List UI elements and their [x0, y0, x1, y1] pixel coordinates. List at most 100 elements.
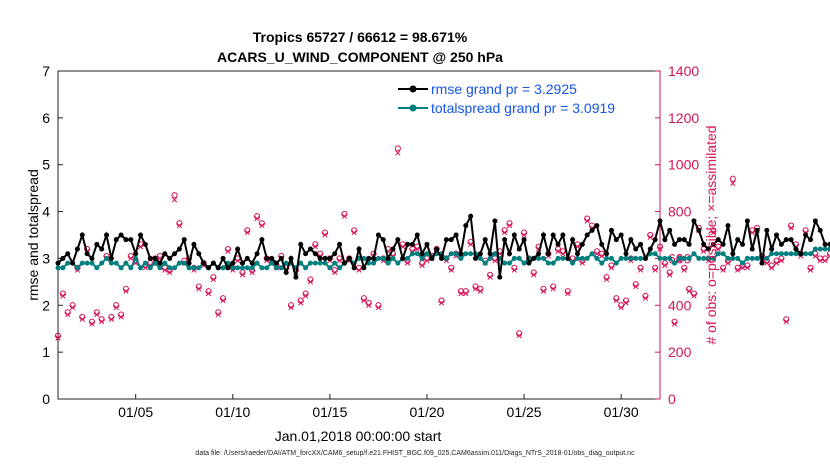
rmse-point [133, 251, 139, 257]
rmse-point [812, 218, 818, 224]
spread-point [424, 251, 430, 257]
spread-point [419, 255, 425, 261]
spread-point [749, 255, 755, 261]
rmse-point [778, 241, 784, 247]
spread-point [764, 255, 770, 261]
rmse-point [710, 241, 716, 247]
rmse-point [89, 255, 95, 261]
spread-point [550, 260, 556, 266]
rmse-point [798, 251, 804, 257]
obs-assimilated-point [244, 230, 250, 236]
spread-point [599, 260, 605, 266]
rmse-point [264, 255, 270, 261]
obs-possible-point [171, 192, 178, 199]
spread-point [448, 251, 454, 257]
right-axis-label: # of obs: o=possible; ×=assimilated [703, 125, 719, 344]
rmse-point [759, 260, 765, 266]
spread-point [147, 265, 153, 271]
right-axis-tick-label: 200 [668, 344, 692, 360]
obs-assimilated-point [671, 321, 678, 327]
obs-assimilated-point [511, 267, 518, 273]
spread-point [754, 255, 760, 261]
rmse-point [681, 237, 687, 243]
spread-point [123, 260, 129, 266]
spread-point [181, 260, 187, 266]
rmse-point [507, 251, 512, 257]
rmse-point [439, 255, 445, 261]
obs-assimilated-point [341, 213, 348, 219]
rmse-point [448, 237, 454, 243]
obs-assimilated-point [60, 293, 66, 299]
obs-assimilated-point [487, 274, 493, 280]
obs-assimilated-point [137, 244, 144, 250]
obs-assimilated-point [366, 302, 372, 308]
obs-assimilated-point [472, 286, 479, 292]
rmse-point [740, 241, 746, 247]
spread-point [239, 265, 245, 271]
obs-assimilated-point [613, 297, 619, 304]
spread-point [521, 260, 527, 266]
rmse-point [511, 232, 517, 238]
spread-point [827, 246, 830, 252]
spread-point [108, 260, 114, 266]
rmse-point [696, 227, 702, 233]
obs-assimilated-point [128, 255, 134, 262]
spread-point [84, 260, 90, 266]
spread-point [623, 255, 629, 261]
rmse-point [60, 255, 66, 261]
obs-assimilated-point [812, 253, 819, 259]
rmse-point [332, 251, 338, 257]
rmse-point [419, 251, 425, 257]
spread-point [317, 260, 323, 266]
spread-point [138, 265, 144, 271]
rmse-point [235, 246, 241, 252]
rmse-point [662, 237, 668, 243]
rmse-point [744, 218, 750, 224]
spread-point [701, 255, 707, 261]
rmse-point [550, 232, 556, 238]
obs-assimilated-point [788, 225, 794, 231]
rmse-point [337, 241, 343, 247]
obs-assimilated-point [99, 319, 105, 325]
rmse-point [249, 260, 255, 266]
rmse-point [303, 251, 309, 257]
spread-point [118, 265, 124, 271]
obs-assimilated-point [691, 293, 697, 299]
rmse-point [623, 251, 629, 257]
rmse-point [341, 260, 347, 266]
rmse-point [409, 241, 415, 247]
rmse-point [172, 251, 178, 257]
obs-assimilated-point [118, 314, 124, 320]
rmse-point [468, 213, 474, 219]
rmse-point [201, 260, 207, 266]
spread-point [128, 265, 134, 271]
rmse-point [385, 255, 391, 261]
rmse-point [312, 251, 318, 257]
obs-assimilated-point [764, 260, 770, 266]
spread-point [133, 255, 139, 261]
obs-assimilated-point [361, 297, 367, 304]
rmse-point [579, 241, 585, 247]
rmse-point [128, 237, 134, 243]
obs-assimilated-point [395, 150, 401, 156]
spread-point [186, 265, 192, 271]
obs-assimilated-point [710, 230, 717, 236]
obs-assimilated-point [171, 197, 178, 203]
rmse-point [706, 246, 712, 252]
right-axis-tick-label: 400 [668, 297, 692, 313]
rmse-point [356, 246, 362, 252]
rmse-point [531, 255, 537, 261]
obs-assimilated-point [196, 286, 202, 292]
spread-point [502, 260, 508, 266]
spread-point [769, 251, 775, 257]
spread-point [390, 255, 396, 261]
spread-point [152, 260, 158, 266]
obs-assimilated-point [608, 265, 615, 271]
right-axis: 0200400600800100012001400 [655, 63, 699, 407]
obs-assimilated-point [225, 248, 231, 255]
rmse-point [492, 218, 498, 224]
obs-assimilated-point [312, 244, 318, 250]
spread-point [584, 255, 590, 261]
spread-point [808, 251, 813, 257]
rmse-point [672, 241, 678, 247]
